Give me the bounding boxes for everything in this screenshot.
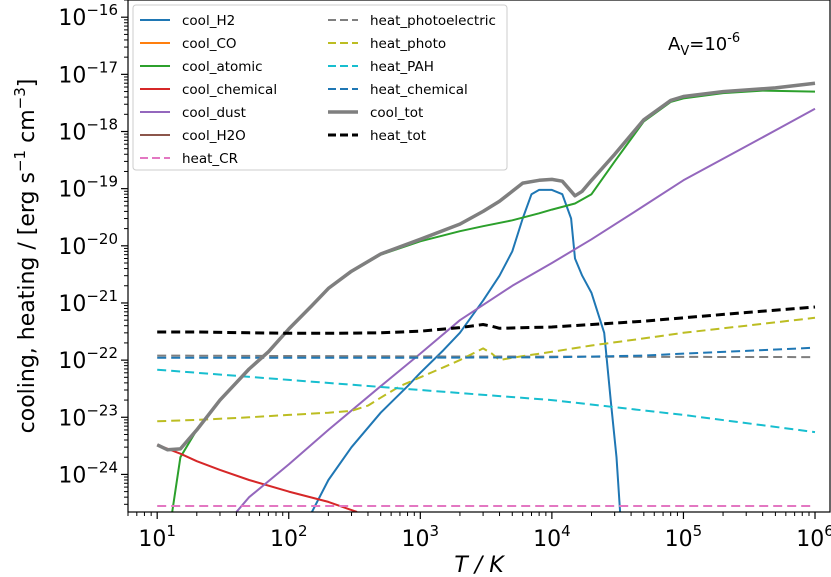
x-tick-label: 101	[138, 522, 176, 552]
series-line-heat-photo	[157, 316, 816, 423]
legend-label-cool-atomic: cool_atomic	[182, 59, 263, 75]
av-annotation-a: A	[668, 34, 681, 55]
series-line-cool-dust	[235, 107, 816, 512]
legend-frame	[132, 4, 508, 171]
legend-label-cool-co: cool_CO	[182, 36, 237, 52]
legend-label-cool-h2o: cool_H2O	[182, 128, 246, 144]
legend-label-heat-pah: heat_PAH	[370, 59, 434, 75]
legend-label-heat-cr: heat_CR	[182, 151, 238, 167]
series-line-cool-tot	[156, 81, 816, 452]
series-layer	[156, 81, 816, 512]
y-axis-label: cooling, heating / [erg s−1 cm−3]	[11, 79, 40, 434]
series-line-cool-chemical	[156, 443, 358, 512]
x-tick-label: 105	[665, 522, 703, 552]
ticks-layer: 101 102 103 104 105 106 10−24 10−23 10−22 10−21 10…	[58, 0, 831, 552]
x-axis-label-text: T / K	[454, 553, 505, 577]
y-axis-label-main: cooling, heating / [erg s	[15, 172, 40, 433]
legend-label-cool-chemical: cool_chemical	[182, 82, 277, 98]
y-axis-label-sup1: −1	[11, 150, 29, 172]
av-annotation-sub: V	[680, 44, 689, 59]
x-tick-label: 104	[533, 522, 571, 552]
series-line-cool-h2	[311, 188, 622, 512]
y-tick-label: 10−21	[58, 287, 118, 317]
av-annotation-sup: -6	[727, 31, 740, 46]
legend-label-cool-h2: cool_H2	[182, 13, 235, 29]
legend-label-heat-photo: heat_photo	[370, 36, 446, 52]
x-tick-label: 106	[796, 522, 831, 552]
series-line-heat-pah	[157, 368, 816, 434]
x-tick-label: 103	[402, 522, 440, 552]
legend-label-heat-chemical: heat_chemical	[370, 82, 468, 98]
y-tick-label: 10−19	[58, 173, 118, 203]
av-annotation: AV=10-6	[668, 31, 740, 59]
plot-frame	[127, 0, 831, 513]
y-tick-label: 10−20	[58, 230, 118, 260]
y-tick-label: 10−22	[58, 344, 118, 374]
av-annotation-rest: =10	[689, 34, 727, 55]
y-tick-label: 10−24	[58, 458, 118, 488]
x-axis-label: T / K	[454, 553, 505, 577]
legend-label-heat-tot: heat_tot	[370, 128, 426, 144]
y-tick-label: 10−18	[58, 116, 118, 146]
y-tick-label: 10−16	[58, 1, 118, 31]
legend-label-cool-dust: cool_dust	[182, 105, 246, 121]
legend-label-cool-tot: cool_tot	[370, 105, 423, 121]
y-axis-label-mid: cm	[15, 109, 40, 150]
legend-items: cool_H2 cool_CO cool_atomic cool_chemicalco…	[140, 13, 496, 167]
x-tick-label: 102	[270, 522, 308, 552]
y-axis-label-sup2: −3	[11, 87, 29, 109]
y-tick-label: 10−23	[58, 401, 118, 431]
y-tick-label: 10−17	[58, 58, 118, 88]
legend: cool_H2 cool_CO cool_atomic cool_chemicalco…	[132, 4, 508, 171]
y-axis-label-end: ]	[15, 79, 40, 88]
series-line-heat-chemical	[157, 346, 816, 359]
series-line-heat-tot	[157, 305, 816, 335]
legend-label-heat-photoelectric: heat_photoelectric	[370, 13, 496, 29]
